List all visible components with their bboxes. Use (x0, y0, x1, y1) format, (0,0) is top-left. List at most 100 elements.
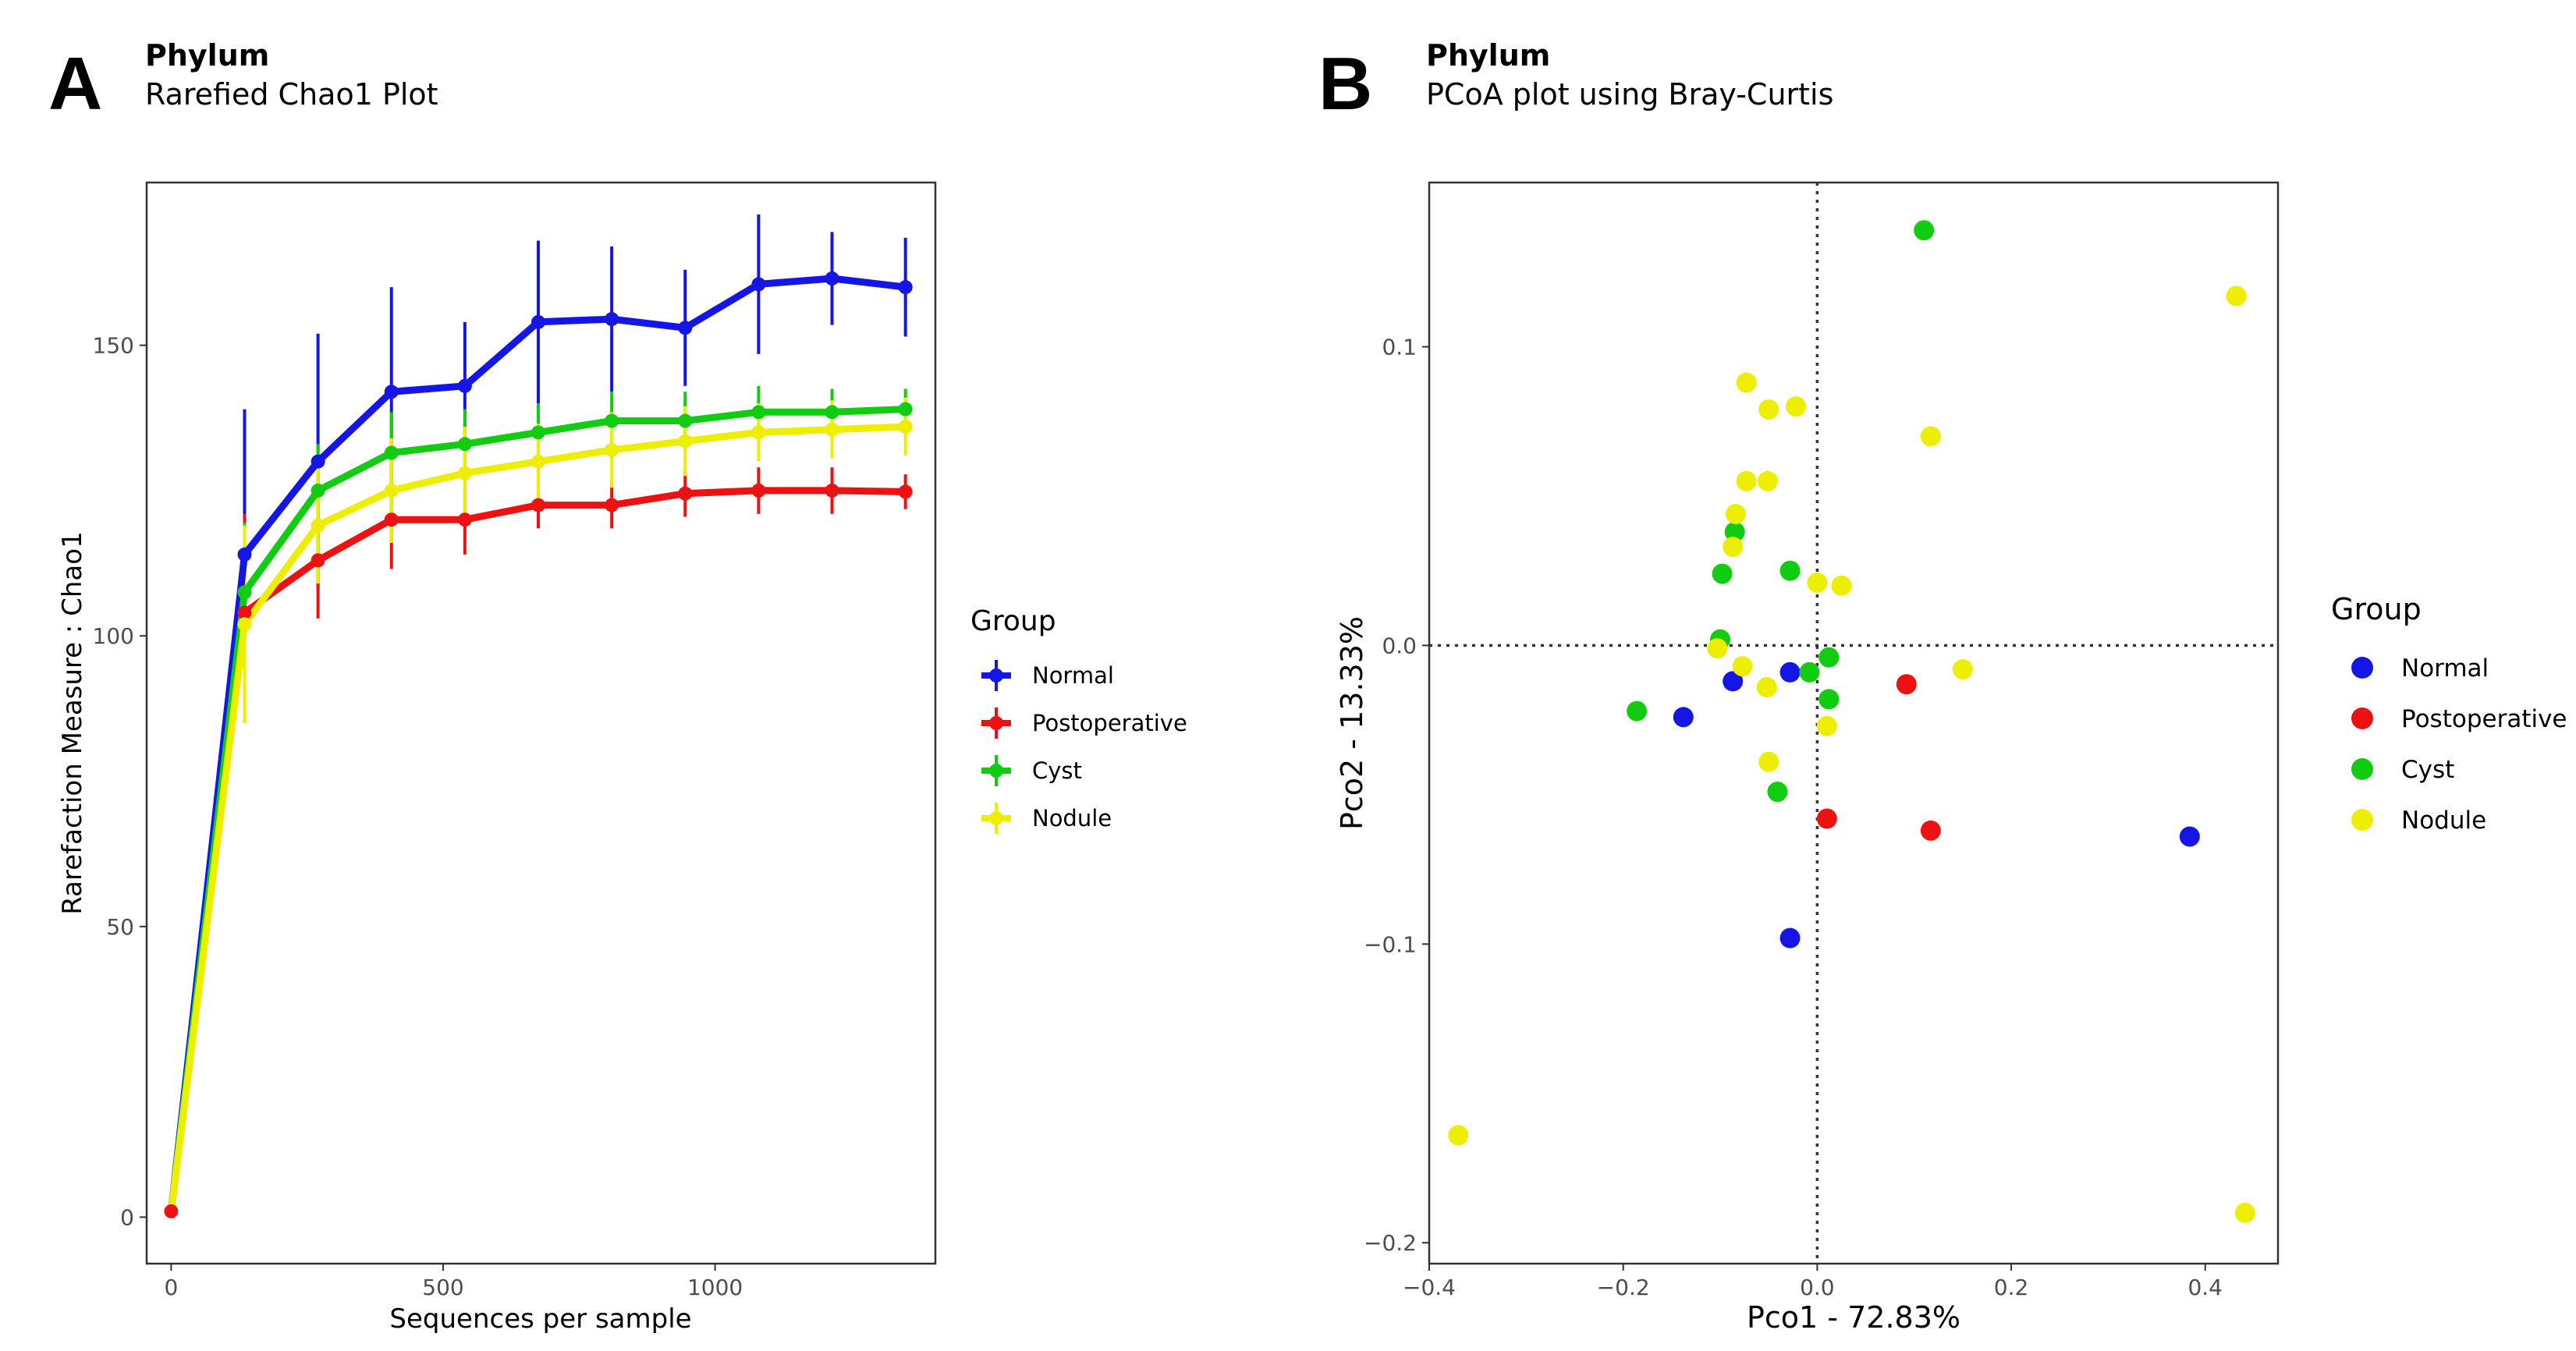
chart-b-scatter-points (1448, 220, 2255, 1223)
cyst-point (1712, 563, 1733, 584)
cyst-point (1818, 647, 1840, 668)
postoperative-point (678, 486, 693, 501)
cyst-point (678, 413, 693, 428)
nodule-point (1920, 426, 1941, 447)
postoperative-point (531, 498, 546, 512)
chart-a-legend-title: Group (970, 605, 1056, 637)
nodule-point (1831, 575, 1852, 596)
legend-postoperative-label: Postoperative (2401, 705, 2567, 733)
nodule-point (1707, 638, 1728, 659)
chart-b-y-axis-label: Pco2 - 13.33% (1335, 616, 1369, 830)
postoperative-point (310, 553, 325, 568)
panel-b-letter: B (1318, 42, 1372, 126)
normal-point (751, 277, 766, 292)
legend-nodule-label: Nodule (2401, 807, 2486, 835)
y-tick-label: 0 (120, 1204, 134, 1230)
cyst-point (1724, 521, 1745, 542)
normal-point (384, 385, 399, 399)
nodule-point (2226, 285, 2247, 307)
normal-point (1779, 927, 1801, 949)
cyst-point (751, 405, 766, 420)
nodule-point (531, 454, 546, 469)
chart-b-legend-items: Normal Postoperative Cyst Nodule (2351, 654, 2567, 835)
y-tick-label: 0.0 (1382, 633, 1417, 658)
chart-b-legend: Group Normal Postoperative Cyst Nodule (2331, 592, 2567, 835)
cyst-point (457, 437, 472, 452)
nodule-point (605, 442, 619, 457)
cyst-point (1818, 689, 1840, 710)
nodule-point (1736, 470, 1757, 491)
normal-point (1779, 661, 1801, 683)
normal-point (1723, 671, 1744, 692)
chart-b-axis-ticks: −0.4 −0.2 0.0 0.2 0.4 −0.2 −0.1 0.0 0.1 (1364, 335, 2223, 1300)
chart-b-legend-title: Group (2331, 592, 2422, 626)
panel-a-letter: A (48, 42, 102, 126)
nodule-point (751, 425, 766, 440)
legend-normal-label: Normal (1032, 662, 1114, 689)
panel-b-heading: Phylum (1426, 38, 1550, 73)
cyst-point (1914, 220, 1935, 241)
postoperative-point (825, 483, 839, 498)
nodule-point (898, 419, 913, 434)
cyst-point (1767, 782, 1788, 803)
normal-point (825, 271, 839, 285)
normal-point (237, 547, 252, 562)
chart-a-plot-frame (145, 181, 937, 1265)
legend-nodule-label: Nodule (1032, 805, 1112, 832)
y-tick-label: 0.1 (1382, 335, 1417, 360)
cyst-point (1627, 700, 1648, 722)
postoperative-point (1920, 820, 1941, 841)
x-tick-label: 0.0 (1800, 1275, 1835, 1300)
postoperative-point (1896, 674, 1917, 695)
y-tick-label: −0.1 (1364, 931, 1417, 957)
nodule-point (1723, 537, 1744, 558)
normal-point (898, 280, 913, 295)
normal-point (678, 321, 693, 335)
legend-cyst-label: Cyst (1032, 757, 1082, 784)
legend-normal-point-key (989, 668, 1003, 683)
chart-a-x-axis-label: Sequences per sample (389, 1303, 691, 1335)
nodule-point (1816, 715, 1837, 736)
postoperative-point (898, 484, 913, 499)
normal-point (1673, 707, 1694, 728)
chart-a-series-points (164, 271, 913, 1218)
nodule-point (1756, 677, 1777, 698)
nodule-point (1736, 372, 1757, 393)
origin-point (164, 1204, 179, 1218)
x-tick-label: 0.2 (1994, 1275, 2029, 1300)
panel-b-subheading: PCoA plot using Bray-Curtis (1426, 77, 1833, 112)
y-tick-label: 100 (93, 623, 134, 649)
postoperative-point (457, 512, 472, 527)
normal-point (2179, 826, 2200, 847)
nodule-point (1758, 751, 1779, 772)
y-tick-label: −0.2 (1364, 1230, 1417, 1256)
nodule-point (310, 518, 325, 533)
nodule-point (1807, 573, 1828, 594)
nodule-point (1448, 1125, 1469, 1146)
chart-a-legend-items: Normal Postoperative Cyst Nodule (981, 660, 1187, 834)
cyst-point (384, 445, 399, 460)
cyst-point (825, 405, 839, 420)
y-tick-label: 50 (106, 914, 134, 940)
postoperative-point (237, 605, 252, 620)
nodule-point (1757, 470, 1778, 491)
nodule-point (1952, 659, 1973, 680)
chart-a-legend: Group Normal Postoperative Cyst Nodule (970, 605, 1187, 834)
panel-a: A Phylum Rarefied Chao1 Plot 0 500 1000 0 50… (48, 38, 1187, 1335)
legend-postoperative-point-key (989, 716, 1003, 730)
panel-a-heading: Phylum (145, 38, 269, 73)
legend-postoperative-label: Postoperative (1032, 710, 1187, 736)
x-tick-label: −0.2 (1597, 1275, 1650, 1300)
x-tick-label: 0.4 (2187, 1275, 2223, 1300)
cyst-point (1779, 560, 1801, 581)
cyst-point (898, 402, 913, 417)
postoperative-point (751, 483, 766, 498)
nodule-point (825, 422, 839, 437)
nodule-point (2234, 1202, 2255, 1223)
legend-cyst-label: Cyst (2401, 756, 2454, 784)
x-tick-label: 500 (422, 1275, 463, 1300)
postoperative-point (384, 512, 399, 527)
legend-nodule-key (2351, 809, 2373, 831)
postoperative-point (605, 498, 619, 512)
